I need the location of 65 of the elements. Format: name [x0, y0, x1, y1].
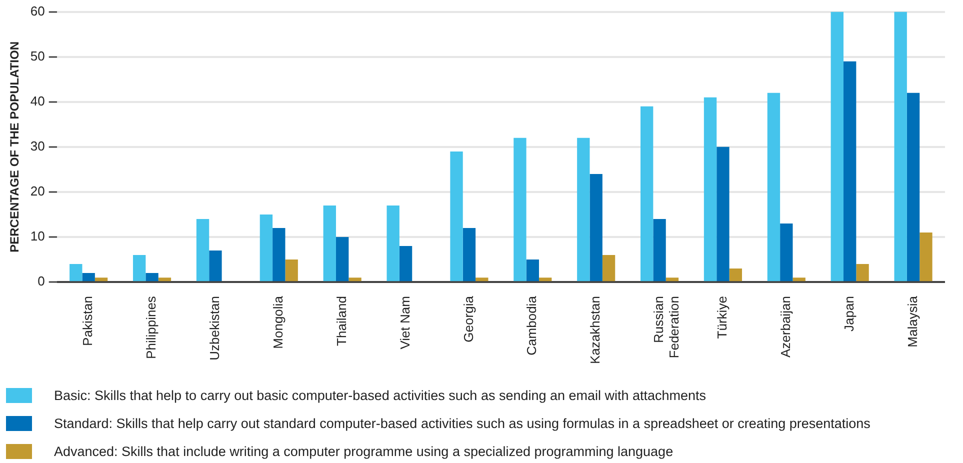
y-tick-label: 40 [30, 93, 45, 108]
x-tick-label: Thailand [334, 296, 349, 346]
x-tick-label: Malaysia [904, 295, 920, 348]
bar [285, 260, 298, 282]
bar [666, 278, 679, 282]
bar [856, 264, 869, 282]
bar [82, 273, 95, 282]
bar [260, 214, 273, 282]
bar [590, 174, 602, 282]
bar [209, 250, 222, 282]
bar [653, 219, 666, 282]
bar [70, 264, 82, 282]
bar [830, 12, 844, 282]
x-tick-label: Viet Nam [397, 296, 412, 350]
x-tick-label: Russian Federation [651, 296, 682, 358]
bar [132, 255, 146, 282]
y-tick-label: 0 [38, 274, 45, 289]
y-axis-title: PERCENTAGE OF THE POPULATION [8, 41, 22, 252]
bar [780, 224, 793, 282]
bar [906, 92, 920, 282]
bar [348, 278, 362, 282]
bar [526, 260, 539, 282]
bar [146, 273, 158, 282]
bar [792, 278, 806, 282]
bar [272, 228, 286, 282]
bar [386, 205, 400, 282]
x-tick-label: Uzbekistan [207, 296, 222, 360]
x-tick-label: Kazakhstan [588, 296, 603, 364]
bar [514, 138, 526, 282]
x-tick-label: Mongolia [270, 295, 286, 349]
bar [704, 97, 717, 282]
bar [920, 232, 932, 282]
bar [729, 268, 742, 282]
bar [94, 278, 108, 282]
bar [602, 255, 616, 282]
legend-label: Standard: Skills that help carry out standard computer-based activities such as using formulas in a spreadsheet or creating presentations [54, 416, 870, 430]
x-tick-label: Philippines [144, 296, 159, 359]
bar [894, 12, 907, 282]
bar [462, 228, 476, 282]
x-tick-label: Cambodia [524, 295, 540, 356]
bar [336, 237, 349, 282]
bar [323, 205, 336, 282]
y-tick-label: 30 [30, 138, 45, 154]
x-tick-label: Pakistan [80, 296, 96, 346]
bar [476, 278, 488, 282]
y-tick-label: 20 [30, 184, 45, 199]
bar [399, 246, 412, 282]
bar [844, 61, 856, 282]
bar [767, 92, 780, 282]
y-tick-label: 50 [30, 48, 45, 64]
bar [640, 106, 654, 282]
legend-label: Advanced: Skills that include writing a computer programme using a specialized programming language [54, 444, 674, 458]
bar [538, 278, 552, 282]
bar [158, 278, 172, 282]
y-tick-label: 10 [30, 228, 45, 244]
bar [577, 138, 590, 282]
x-tick-label: Japan [841, 296, 856, 332]
legend-label: Basic: Skills that help to carry out basic computer-based activities such as sending an email with attachments [54, 388, 706, 402]
x-tick-label: Azerbaijan [778, 296, 793, 358]
x-tick-label: Türkiye [714, 296, 730, 339]
bar [716, 146, 730, 282]
bar [450, 151, 463, 282]
bar [196, 219, 210, 282]
x-tick-label: Georgia [460, 295, 476, 342]
y-tick-label: 60 [30, 3, 45, 18]
